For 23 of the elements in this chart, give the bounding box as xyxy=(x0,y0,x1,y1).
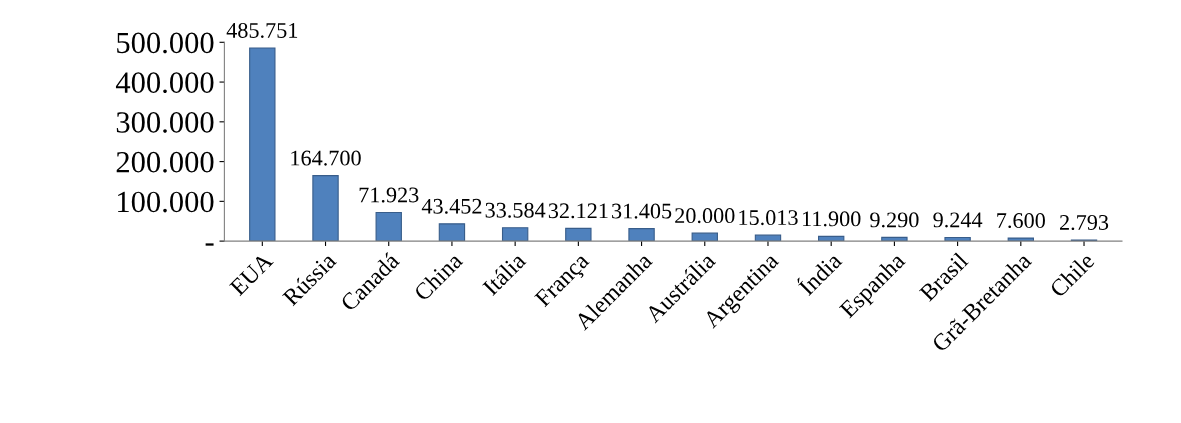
data-label: 7.600 xyxy=(997,213,1045,229)
data-label: 9.244 xyxy=(933,212,983,228)
data-label: 164.700 xyxy=(291,150,361,166)
data-label: 33.584 xyxy=(485,202,546,218)
data-label: 71.923 xyxy=(359,187,419,203)
data-label: 11.900 xyxy=(803,211,861,227)
y-tick-label: 500.000 xyxy=(117,32,214,54)
data-label: 20.000 xyxy=(675,208,735,224)
data-label: 31.405 xyxy=(612,203,672,219)
x-tick-label: EUA xyxy=(229,251,274,297)
data-label: 15.013 xyxy=(739,210,798,226)
y-tick-label: 300.000 xyxy=(116,112,214,133)
y-tick-label: - xyxy=(205,243,214,246)
x-tick-label: Chile xyxy=(1048,251,1096,299)
data-label: 2.793 xyxy=(1060,215,1109,231)
y-tick-label: 100.000 xyxy=(118,191,214,213)
data-label: 43.452 xyxy=(421,198,482,214)
data-label: 32.121 xyxy=(548,203,608,219)
data-label: 9.290 xyxy=(870,212,919,228)
y-tick-label: 400.000 xyxy=(115,72,214,94)
data-label: 485.751 xyxy=(226,22,298,38)
x-tick-label: Itália xyxy=(481,251,527,297)
y-tick-label: 200.000 xyxy=(116,151,214,173)
